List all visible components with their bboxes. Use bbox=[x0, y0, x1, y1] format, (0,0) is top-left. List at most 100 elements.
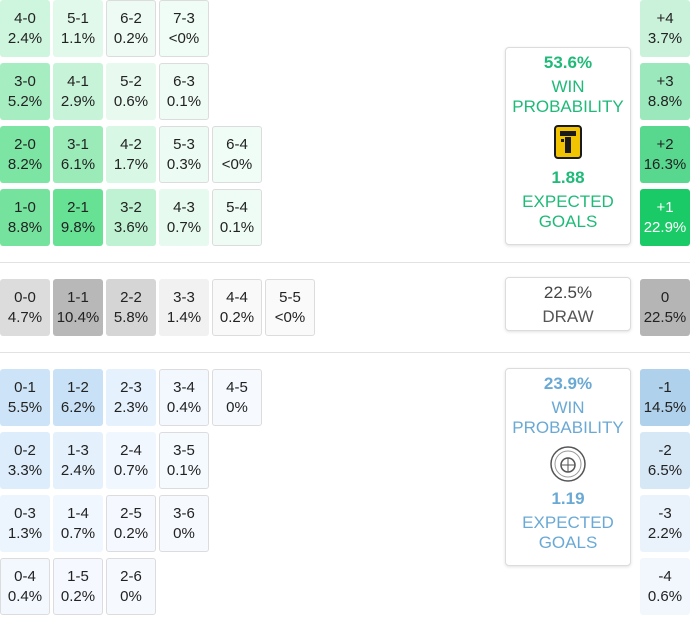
probability-value: 3.3% bbox=[7, 461, 43, 479]
probability-value: 3.6% bbox=[113, 218, 149, 236]
goal-margin-cell: 0 22.5% bbox=[640, 279, 690, 336]
probability-value: 2.3% bbox=[113, 398, 149, 416]
scoreline-label: 4-3 bbox=[173, 198, 195, 216]
scoreline-label: 7-3 bbox=[173, 9, 195, 27]
away-summary-card: 23.9% WIN PROBABILITY 1.19 EXPECTED GOAL… bbox=[505, 368, 631, 566]
scoreline-cell: 4-0 2.4% bbox=[0, 0, 50, 57]
scoreline-cell: 4-5 0% bbox=[212, 369, 262, 426]
scoreline-label: 5-2 bbox=[120, 72, 142, 90]
probability-value: 6.5% bbox=[647, 461, 683, 479]
home-summary-card: 53.6% WIN PROBABILITY 1.88 EXPECTED GOAL… bbox=[505, 47, 631, 245]
section-divider bbox=[0, 352, 690, 353]
scoreline-label: 3-5 bbox=[173, 441, 195, 459]
home-xg: 1.88 bbox=[551, 168, 585, 187]
scoreline-cell: 1-4 0.7% bbox=[53, 495, 103, 552]
goal-margin-cell: +1 22.9% bbox=[640, 189, 690, 246]
probability-value: 0.4% bbox=[7, 587, 43, 605]
goal-margin-label: +4 bbox=[656, 9, 674, 27]
scoreline-cell: 0-3 1.3% bbox=[0, 495, 50, 552]
scoreline-label: 0-4 bbox=[14, 567, 36, 585]
scoreline-cell: 6-3 0.1% bbox=[159, 63, 209, 120]
probability-value: 14.5% bbox=[643, 398, 687, 416]
goal-margin-cell: -2 6.5% bbox=[640, 432, 690, 489]
scoreline-label: 5-3 bbox=[173, 135, 195, 153]
scoreline-cell: 3-2 3.6% bbox=[106, 189, 156, 246]
scoreline-cell: 0-1 5.5% bbox=[0, 369, 50, 426]
scoreline-cell: 4-3 0.7% bbox=[159, 189, 209, 246]
scoreline-label: 3-6 bbox=[173, 504, 195, 522]
scoreline-label: 1-3 bbox=[67, 441, 89, 459]
goal-margin-label: 0 bbox=[660, 288, 670, 306]
probability-value: 0.1% bbox=[219, 218, 255, 236]
probability-value: 0.6% bbox=[113, 92, 149, 110]
probability-value: 10.4% bbox=[56, 308, 100, 326]
scoreline-cell: 0-0 4.7% bbox=[0, 279, 50, 336]
scoreline-label: 0-3 bbox=[14, 504, 36, 522]
goal-margin-label: +1 bbox=[656, 198, 674, 216]
scoreline-label: 4-5 bbox=[226, 378, 248, 396]
probability-value: 1.1% bbox=[60, 29, 96, 47]
goal-margin-cell: +4 3.7% bbox=[640, 0, 690, 57]
scoreline-label: 4-2 bbox=[120, 135, 142, 153]
probability-value: <0% bbox=[168, 29, 200, 47]
scoreline-cell: 2-2 5.8% bbox=[106, 279, 156, 336]
scoreline-cell: 3-0 5.2% bbox=[0, 63, 50, 120]
probability-value: 0.7% bbox=[113, 461, 149, 479]
scoreline-cell: 2-5 0.2% bbox=[106, 495, 156, 552]
probability-value: 0.2% bbox=[113, 29, 149, 47]
probability-value: 0% bbox=[173, 524, 195, 542]
probability-value: 0.2% bbox=[113, 524, 149, 542]
scoreline-label: 2-3 bbox=[120, 378, 142, 396]
probability-value: 2.9% bbox=[60, 92, 96, 110]
scoreline-label: 1-2 bbox=[67, 378, 89, 396]
scoreline-cell: 5-1 1.1% bbox=[53, 0, 103, 57]
scoreline-label: 3-3 bbox=[173, 288, 195, 306]
goal-margin-cell: +3 8.8% bbox=[640, 63, 690, 120]
goal-margin-cell: -4 0.6% bbox=[640, 558, 690, 615]
probability-value: 8.2% bbox=[7, 155, 43, 173]
probability-value: 0.2% bbox=[219, 308, 255, 326]
draw-summary-card: 22.5% DRAW bbox=[505, 277, 631, 331]
goal-margin-label: -4 bbox=[658, 567, 672, 585]
scoreline-label: 6-4 bbox=[226, 135, 248, 153]
goal-margin-label: +2 bbox=[656, 135, 674, 153]
home-win-pct: 53.6% bbox=[543, 53, 593, 72]
scoreline-label: 4-4 bbox=[226, 288, 248, 306]
probability-value: 1.7% bbox=[113, 155, 149, 173]
scoreline-label: 4-0 bbox=[14, 9, 36, 27]
scoreline-label: 1-4 bbox=[67, 504, 89, 522]
scoreline-label: 1-0 bbox=[14, 198, 36, 216]
probability-value: 2.4% bbox=[60, 461, 96, 479]
scoreline-cell: 5-4 0.1% bbox=[212, 189, 262, 246]
probability-value: 3.7% bbox=[647, 29, 683, 47]
probability-value: 0.3% bbox=[166, 155, 202, 173]
draw-pct: 22.5% bbox=[543, 283, 593, 302]
section-divider bbox=[0, 262, 690, 263]
probability-value: 0% bbox=[120, 587, 142, 605]
scoreline-label: 1-5 bbox=[67, 567, 89, 585]
probability-value: 2.2% bbox=[647, 524, 683, 542]
scoreline-label: 4-1 bbox=[67, 72, 89, 90]
scoreline-cell: 2-6 0% bbox=[106, 558, 156, 615]
scoreline-cell: 2-0 8.2% bbox=[0, 126, 50, 183]
scoreline-label: 2-5 bbox=[120, 504, 142, 522]
probability-value: 6.2% bbox=[60, 398, 96, 416]
probability-value: 5.2% bbox=[7, 92, 43, 110]
probability-value: 0% bbox=[226, 398, 248, 416]
scoreline-cell: 4-4 0.2% bbox=[212, 279, 262, 336]
scoreline-label: 6-3 bbox=[173, 72, 195, 90]
scoreline-cell: 3-3 1.4% bbox=[159, 279, 209, 336]
probability-value: 0.6% bbox=[647, 587, 683, 605]
scoreline-cell: 6-4 <0% bbox=[212, 126, 262, 183]
scoreline-cell: 3-4 0.4% bbox=[159, 369, 209, 426]
probability-value: 4.7% bbox=[7, 308, 43, 326]
goal-margin-cell: -3 2.2% bbox=[640, 495, 690, 552]
scoreline-label: 2-6 bbox=[120, 567, 142, 585]
probability-value: 2.4% bbox=[7, 29, 43, 47]
scoreline-cell: 5-2 0.6% bbox=[106, 63, 156, 120]
goal-margin-label: -2 bbox=[658, 441, 672, 459]
home-win-label: WIN PROBABILITY bbox=[512, 77, 624, 116]
probability-value: 8.8% bbox=[647, 92, 683, 110]
probability-value: 8.8% bbox=[7, 218, 43, 236]
scoreline-cell: 2-1 9.8% bbox=[53, 189, 103, 246]
